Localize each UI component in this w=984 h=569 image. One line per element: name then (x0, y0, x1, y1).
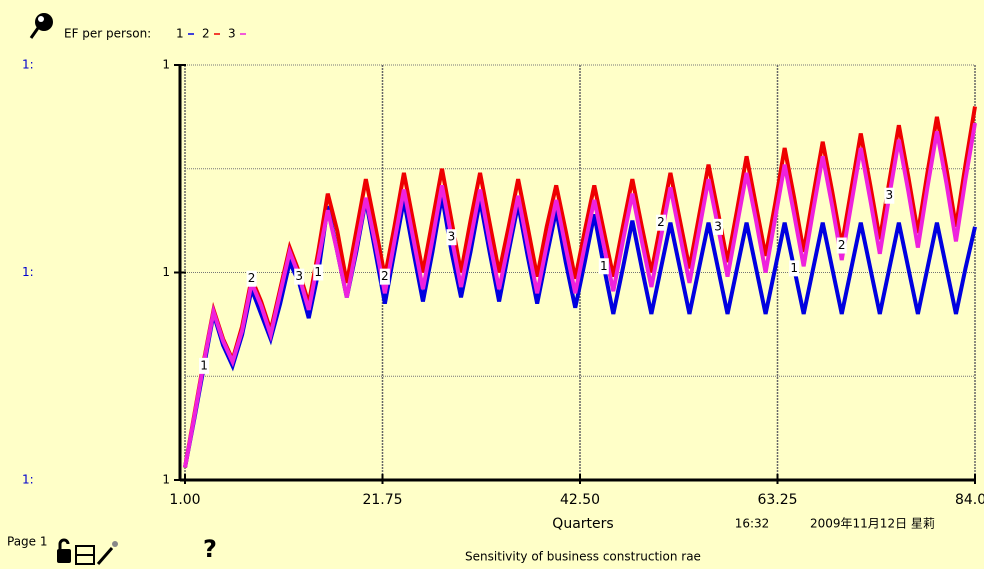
series-marker: 2 (248, 271, 256, 285)
page-label: Page 1 (7, 535, 48, 549)
x-tick-label: 84.00 (955, 492, 984, 508)
y-tick-label: 1 (162, 58, 170, 72)
series-marker: 2 (657, 215, 665, 229)
x-tick-label: 21.75 (362, 492, 402, 508)
series-marker-box (836, 237, 847, 254)
pin-icon[interactable] (29, 13, 53, 39)
series-marker: 1 (600, 259, 608, 273)
series-marker: 2 (381, 269, 389, 283)
y-tick-label: 1 (162, 473, 170, 487)
caption: Sensitivity of business construction rae (465, 550, 701, 564)
series-marker-box (199, 357, 210, 374)
x-tick-label: 1.00 (169, 492, 200, 508)
series-marker-box (379, 268, 390, 285)
series-marker: 3 (714, 219, 722, 233)
series-scale-label: 1: (22, 265, 34, 279)
legend-entry: 2 (202, 27, 210, 41)
y-tick-label: 1 (162, 265, 170, 279)
series-marker-box (246, 270, 257, 287)
series-marker-box (446, 229, 457, 246)
series-scale-label: 1: (22, 58, 34, 72)
series-marker: 3 (295, 269, 303, 283)
help-button[interactable]: ? (203, 535, 217, 563)
series-marker-box (313, 264, 324, 281)
date: 2009年11月12日 星莉 (810, 517, 935, 531)
series-marker-box (789, 260, 800, 277)
series-scale-label: 1: (22, 473, 34, 487)
series-marker: 2 (838, 238, 846, 252)
series-marker-box (713, 218, 724, 235)
series-marker-box (884, 187, 895, 204)
wand-icon[interactable] (96, 541, 118, 565)
lock-icon[interactable] (57, 538, 71, 563)
x-tick-label: 42.50 (560, 492, 600, 508)
time: 16:32 (735, 517, 770, 531)
legend-entry: 1 (176, 27, 184, 41)
print-icon[interactable] (75, 545, 95, 565)
series-marker-box (598, 258, 609, 275)
series-marker: 1 (314, 265, 322, 279)
series-marker: 1 (790, 261, 798, 275)
legend-entry: 3 (228, 27, 236, 41)
x-tick-label: 63.25 (757, 492, 797, 508)
x-axis-label: Quarters (552, 516, 613, 532)
legend-title: EF per person: (64, 27, 151, 41)
series-marker: 3 (448, 230, 456, 244)
series-marker-box (294, 268, 305, 285)
series-marker: 3 (886, 188, 894, 202)
series-marker-box (655, 214, 666, 231)
series-marker: 1 (200, 358, 208, 372)
